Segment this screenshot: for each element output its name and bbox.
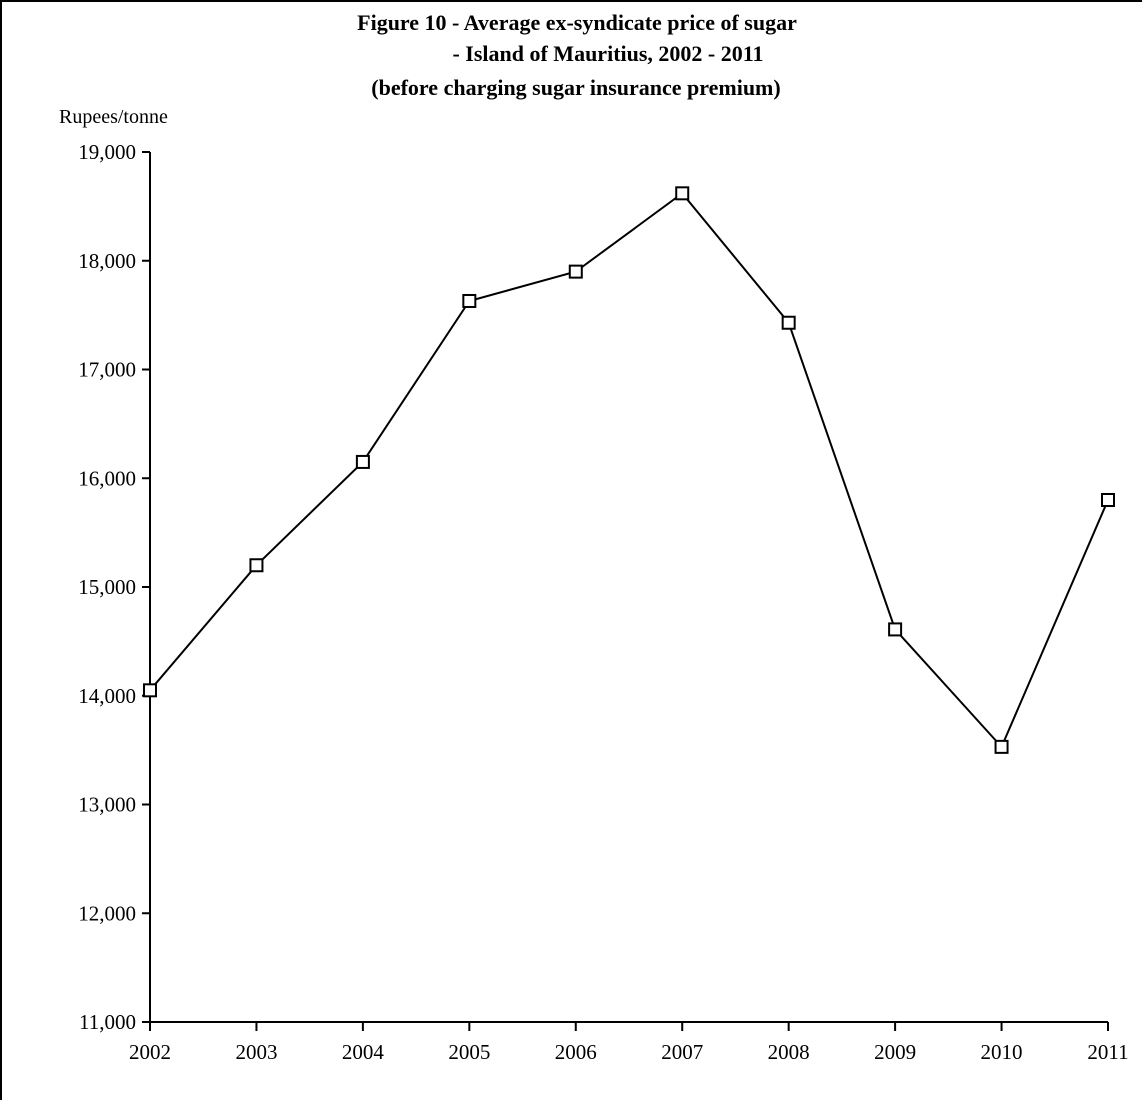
y-tick-label: 15,000 [78,575,136,599]
x-tick-label: 2002 [129,1040,171,1064]
y-axis-ticks: 11,000 12,000 13,000 14,000 15,000 16,000 17,0… [78,140,150,1034]
data-series [143,186,1115,754]
y-tick-label: 17,000 [78,358,136,382]
y-tick-label: 14,000 [78,684,136,708]
y-tick-label: 11,000 [79,1010,136,1034]
x-axis-ticks: 2002 2003 2004 2005 2006 2007 2008 2009 2010 2011 [129,1022,1129,1064]
x-tick-label: 2007 [661,1040,703,1064]
x-tick-label: 2009 [874,1040,916,1064]
x-tick-label: 2011 [1087,1040,1128,1064]
data-point-marker [355,454,370,469]
x-tick-label: 2004 [342,1040,385,1064]
y-tick-label: 12,000 [78,901,136,925]
y-tick-label: 19,000 [78,140,136,164]
data-point-marker [781,315,796,330]
y-tick-label: 13,000 [78,793,136,817]
data-point-marker [1101,493,1115,507]
data-point-marker [994,739,1009,754]
chart-title-line-1: Figure 10 - Average ex-syndicate price o… [357,10,797,35]
x-tick-label: 2005 [448,1040,490,1064]
data-point-marker [462,293,477,308]
data-point-marker [143,683,157,698]
chart-title-line-2: - Island of Mauritius, 2002 - 2011 [452,41,763,66]
x-tick-label: 2008 [768,1040,810,1064]
y-tick-label: 18,000 [78,249,136,273]
x-tick-label: 2010 [981,1040,1023,1064]
data-point-marker [888,622,903,637]
y-axis-unit-label: Rupees/tonne [59,106,168,128]
x-tick-label: 2003 [235,1040,277,1064]
x-tick-label: 2006 [555,1040,597,1064]
series-line [149,191,1109,749]
data-point-marker [249,558,264,573]
y-tick-label: 16,000 [78,466,136,490]
data-point-marker [675,186,690,201]
data-point-marker [568,264,583,279]
chart-title-line-3: (before charging sugar insurance premium… [371,75,780,100]
